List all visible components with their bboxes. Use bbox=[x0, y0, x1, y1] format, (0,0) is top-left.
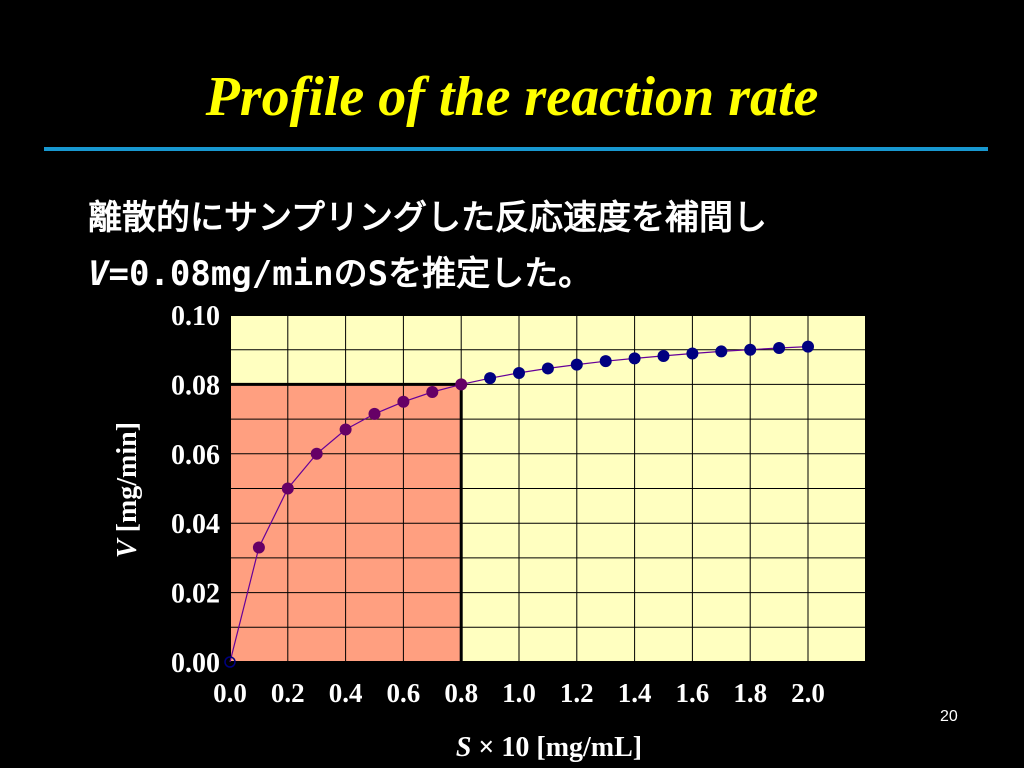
x-tick-label: 1.2 bbox=[560, 678, 594, 708]
data-point bbox=[599, 355, 612, 368]
data-point bbox=[397, 395, 410, 408]
y-tick-label: 0.08 bbox=[171, 370, 220, 401]
title-divider bbox=[44, 147, 988, 151]
data-point bbox=[657, 349, 670, 362]
data-point bbox=[252, 541, 265, 554]
data-point bbox=[281, 482, 294, 495]
data-point bbox=[224, 656, 236, 668]
slide-title: Profile of the reaction rate bbox=[205, 66, 819, 128]
x-tick-label: 1.4 bbox=[618, 678, 652, 708]
x-tick-label: 0.2 bbox=[271, 678, 305, 708]
data-point bbox=[570, 358, 583, 371]
description-line-1: 離散的にサンプリングした反応速度を補間し bbox=[88, 198, 767, 238]
data-point bbox=[773, 341, 786, 354]
data-point bbox=[628, 352, 641, 365]
x-tick-label: 2.0 bbox=[791, 678, 825, 708]
page-number: 20 bbox=[940, 708, 958, 725]
y-tick-label: 0.04 bbox=[171, 509, 220, 540]
x-tick-label: 1.6 bbox=[676, 678, 710, 708]
description-line-2: V=0.08mg/minのSを推定した。 bbox=[88, 246, 592, 295]
data-point bbox=[310, 447, 323, 460]
description-line-2-rest: を推定した。 bbox=[388, 254, 593, 294]
data-point bbox=[368, 407, 381, 420]
x-axis-label: S × 10 [mg/mL] bbox=[456, 732, 642, 763]
data-point bbox=[455, 378, 468, 391]
data-point bbox=[541, 362, 554, 375]
y-tick-label: 0.06 bbox=[171, 440, 220, 471]
data-point bbox=[484, 372, 497, 385]
data-point bbox=[513, 366, 525, 379]
x-tick-label: 1.0 bbox=[502, 678, 536, 708]
y-tick-label: 0.10 bbox=[171, 301, 220, 332]
x-tick-label: 0.6 bbox=[387, 678, 421, 708]
velocity-symbol: V bbox=[88, 254, 109, 294]
y-tick-label: 0.00 bbox=[171, 648, 220, 679]
x-tick-label: 0.0 bbox=[213, 678, 247, 708]
data-point bbox=[744, 343, 757, 356]
velocity-value: =0.08mg/min bbox=[108, 254, 334, 294]
x-tick-label: 0.4 bbox=[329, 678, 363, 708]
data-point bbox=[339, 423, 352, 436]
plot-border bbox=[229, 314, 867, 663]
y-tick-label: 0.02 bbox=[171, 579, 220, 610]
x-tick-label: 0.8 bbox=[444, 678, 478, 708]
data-point bbox=[426, 386, 439, 399]
data-point bbox=[802, 340, 814, 353]
y-axis-label: V [mg/min] bbox=[112, 422, 143, 558]
particle-no: の bbox=[333, 254, 368, 294]
data-point bbox=[686, 347, 699, 360]
substrate-symbol: S bbox=[367, 254, 389, 294]
data-point bbox=[715, 345, 728, 358]
x-tick-label: 1.8 bbox=[733, 678, 767, 708]
